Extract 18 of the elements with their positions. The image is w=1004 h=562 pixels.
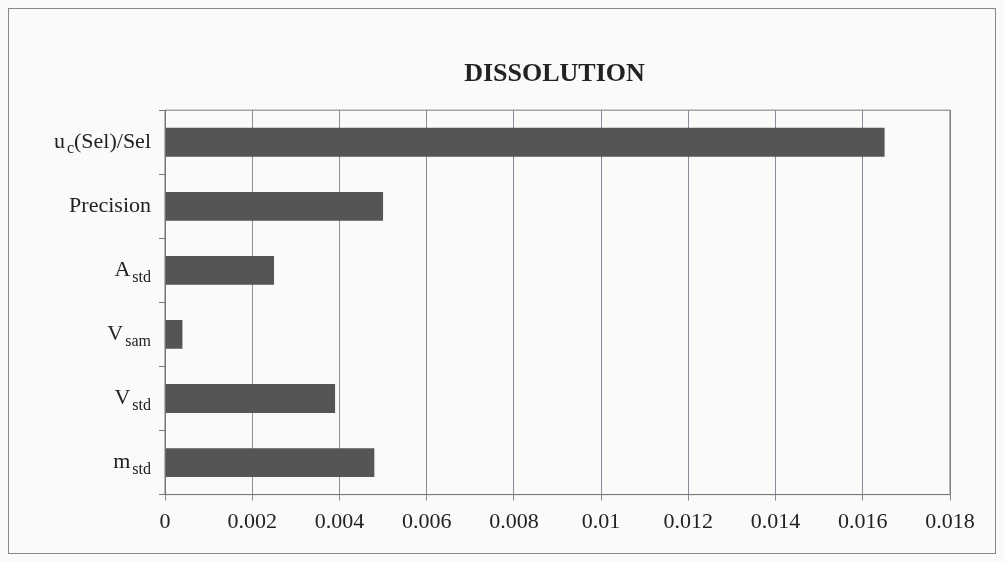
x-tick-label: 0 (159, 507, 171, 533)
bar (165, 127, 885, 157)
bar (165, 320, 183, 349)
y-tick-label: Precision (69, 192, 152, 218)
bar (165, 384, 336, 413)
x-tick-label: 0.016 (838, 507, 888, 533)
bar (165, 191, 384, 221)
x-tick-label: 0.006 (401, 507, 452, 533)
x-tick-label: 0.004 (314, 507, 365, 533)
bar (165, 255, 275, 285)
bar (165, 448, 375, 477)
x-tick-label: 0.014 (750, 507, 801, 533)
x-tick-label: 0.008 (489, 507, 539, 533)
x-tick-label: 0.01 (581, 507, 621, 533)
x-tick-label: 0.002 (227, 507, 277, 533)
x-tick-label: 0.018 (925, 507, 975, 533)
chart-title: DISSOLUTION (464, 58, 646, 88)
x-tick-label: 0.012 (663, 507, 714, 533)
